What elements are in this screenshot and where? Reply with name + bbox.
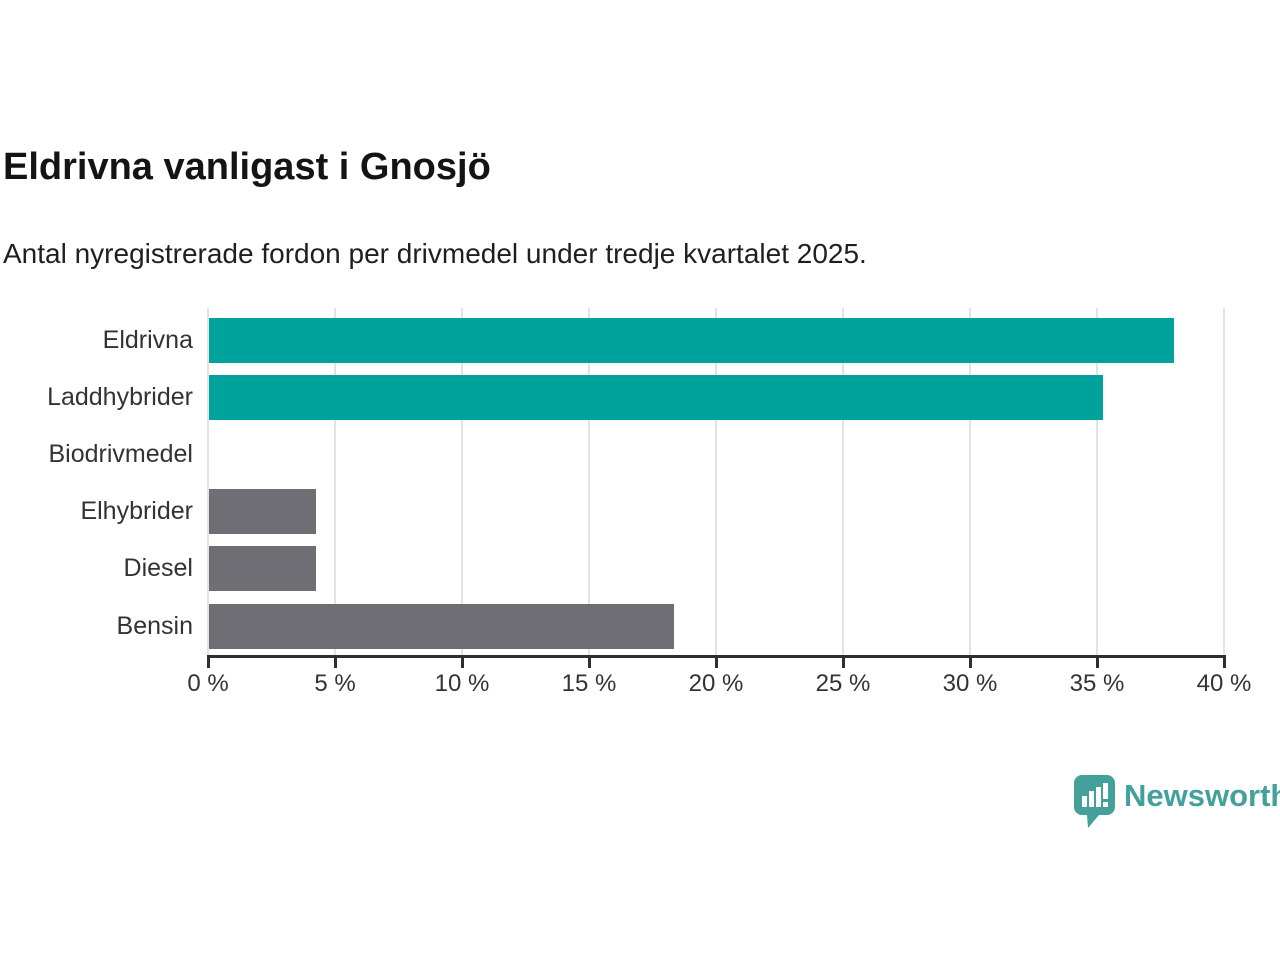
bar-eldrivna bbox=[209, 318, 1175, 363]
x-axis: 0 % 5 % 10 % 15 % 20 % 25 % 30 % 35 % 40 % bbox=[187, 655, 1251, 700]
gridline bbox=[1096, 308, 1098, 655]
bar-bensin bbox=[209, 603, 674, 649]
gridline bbox=[715, 308, 717, 655]
x-axis-tick-label: 25 % bbox=[815, 670, 871, 697]
gridline bbox=[207, 308, 209, 655]
x-axis-tick-label: 40 % bbox=[1196, 670, 1252, 697]
chart-title: Eldrivna vanligast i Gnosjö bbox=[3, 146, 491, 188]
bar-laddhybrider bbox=[209, 375, 1104, 421]
newsworthy-logo-icon bbox=[1074, 775, 1115, 828]
x-axis-tick-label: 15 % bbox=[561, 670, 617, 697]
x-axis-tick-label: 35 % bbox=[1069, 670, 1125, 697]
x-axis-tick bbox=[334, 655, 337, 668]
gridline bbox=[334, 308, 336, 655]
newsworthy-logo-text: Newsworthy bbox=[1124, 778, 1280, 813]
x-axis-tick bbox=[1223, 655, 1226, 668]
x-axis-tick bbox=[207, 655, 210, 668]
x-axis-tick bbox=[969, 655, 972, 668]
x-axis-tick bbox=[715, 655, 718, 668]
x-axis-tick bbox=[842, 655, 845, 668]
x-axis-tick-label: 20 % bbox=[688, 670, 744, 697]
y-axis-label: Eldrivna bbox=[102, 326, 193, 354]
gridline bbox=[842, 308, 844, 655]
y-axis-labels: Eldrivna Laddhybrider Biodrivmedel Elhybrid… bbox=[0, 0, 193, 960]
gridline bbox=[969, 308, 971, 655]
x-axis-tick-label: 30 % bbox=[942, 670, 998, 697]
bar-elhybrider bbox=[209, 489, 316, 535]
x-axis-tick-label: 10 % bbox=[434, 670, 490, 697]
y-axis-label: Bensin bbox=[116, 611, 193, 640]
chart-subtitle: Antal nyregistrerade fordon per drivmede… bbox=[3, 238, 867, 269]
x-axis-tick bbox=[1096, 655, 1099, 668]
gridline bbox=[461, 308, 463, 655]
plot-area bbox=[207, 308, 1225, 655]
x-axis-tick bbox=[461, 655, 464, 668]
y-axis-label: Laddhybrider bbox=[47, 383, 193, 412]
y-axis-label: Biodrivmedel bbox=[48, 440, 193, 469]
x-axis-tick-label: 5 % bbox=[314, 670, 356, 697]
y-axis-label: Diesel bbox=[123, 554, 193, 583]
gridline bbox=[588, 308, 590, 655]
gridline bbox=[1223, 308, 1225, 655]
newsworthy-logo: Newsworthy bbox=[1074, 775, 1280, 828]
x-axis-tick bbox=[588, 655, 591, 668]
y-axis-label: Elhybrider bbox=[80, 497, 193, 526]
bar-diesel bbox=[209, 546, 316, 592]
x-axis-tick-label: 0 % bbox=[187, 670, 229, 697]
